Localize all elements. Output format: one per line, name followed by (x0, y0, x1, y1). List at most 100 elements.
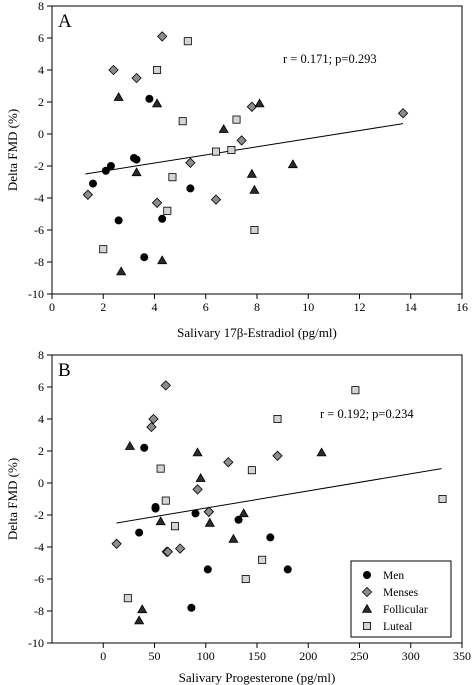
panel-a-point-follicular (254, 98, 265, 108)
panel-a-point-men (132, 155, 141, 164)
panel-a-point-men (89, 179, 98, 188)
panel-b-x-tick-label: 250 (351, 649, 369, 663)
panel-a-point-menses (246, 101, 258, 112)
panel-a-point-menses (185, 157, 196, 168)
panel-a-y-tick-label: 2 (38, 95, 44, 109)
panel-b-point-luteal (123, 594, 132, 603)
panel-a-x-tick-label: 4 (152, 300, 158, 314)
panel-b-point-follicular (192, 447, 203, 457)
panel-a-plot-area (51, 5, 463, 295)
panel-a-stat-annotation: r = 0.171; p=0.293 (283, 52, 377, 66)
panel-a-point-men (101, 166, 110, 175)
legend-label-menses: Menses (383, 587, 419, 599)
panel-b-progesterone: B r = 0.192; p=0.234 Salivary Progestero… (5, 348, 471, 685)
panel-a-y-tick-label: 0 (38, 127, 44, 141)
panel-b-series-follicular (124, 440, 327, 625)
panel-b-point-luteal (258, 555, 267, 564)
panel-a-point-follicular (249, 184, 260, 194)
panel-b-y-tick-label: 6 (38, 380, 44, 394)
panel-b-point-men (140, 443, 149, 452)
panel-a-point-menses (108, 64, 119, 76)
panel-b-point-luteal (161, 496, 170, 505)
panel-a-point-follicular (218, 123, 229, 133)
panel-a-point-follicular (287, 159, 298, 169)
panel-a-regression-line (85, 123, 404, 175)
legend-marker-follicular (361, 603, 373, 613)
panel-b-y-axis-label: Delta FMD (%) (5, 458, 20, 540)
panel-a-point-luteal (250, 225, 259, 234)
panel-a-point-menses (131, 72, 142, 84)
legend-label-follicular: Follicular (383, 604, 428, 616)
panel-a-point-menses (151, 197, 163, 208)
panel-a-x-tick-label: 8 (254, 300, 260, 314)
panel-a-point-men (145, 94, 154, 103)
panel-b-y-tick-label: -10 (28, 636, 44, 650)
panel-b-point-menses (160, 380, 171, 391)
panel-b-series-men (135, 443, 292, 612)
panel-b-y-tick-label: 2 (38, 444, 44, 458)
panel-b-y-tick-label: 8 (38, 348, 44, 362)
panel-a-series-men (89, 94, 195, 262)
legend-label-men: Men (383, 570, 404, 582)
panel-a-point-menses (210, 194, 222, 205)
panel-b-point-follicular (316, 447, 327, 457)
panel-b-point-men (234, 515, 243, 524)
panel-b-y-tick-label: -2 (34, 508, 44, 522)
panel-b-point-menses (146, 421, 157, 433)
panel-a-x-tick-label: 6 (203, 300, 209, 314)
panel-b-point-luteal (170, 522, 179, 531)
panel-b-point-follicular (137, 604, 148, 614)
panel-a-y-tick-label: 8 (38, 0, 44, 13)
panel-a-y-tick-label: -8 (34, 255, 44, 269)
panel-a-x-tick-label: 14 (405, 300, 417, 314)
legend-marker-luteal (362, 622, 371, 631)
panel-a-point-follicular (116, 266, 127, 276)
legend-marker-menses (361, 586, 373, 598)
panel-b-point-menses (162, 546, 173, 557)
panel-b-x-tick-label: 300 (402, 649, 420, 663)
panel-a-x-axis-label: Salivary 17β-Estradiol (pg/ml) (177, 325, 337, 340)
panel-a-x-tick-label: 2 (100, 300, 106, 314)
panel-a-point-follicular (131, 167, 142, 177)
panel-b-point-luteal (156, 464, 165, 473)
panel-a-letter: A (58, 11, 72, 32)
legend-items: Men Menses Follicular Luteal (361, 570, 428, 633)
panel-a-y-tick-label: 6 (38, 31, 44, 45)
panel-b-ticks: 0 50 100 150 200 250 300 350 -10 -8 -6 -4 -2 0 2 4 6 8 (28, 348, 471, 663)
panel-b-point-menses (223, 457, 234, 468)
panel-b-point-men (151, 504, 160, 513)
panel-a-y-tick-label: -2 (34, 159, 44, 173)
panel-a-point-luteal (178, 117, 187, 126)
panel-b-point-menses (203, 506, 214, 517)
panel-a-point-luteal (211, 147, 220, 156)
panel-a-x-tick-label: 12 (354, 300, 366, 314)
panel-b-marks (111, 380, 447, 625)
panel-a-point-luteal (163, 206, 172, 215)
panel-b-point-follicular (134, 615, 145, 625)
panel-a-series-follicular (113, 91, 298, 276)
panel-b-stat-annotation: r = 0.192; p=0.234 (320, 407, 414, 421)
panel-a-x-tick-label: 16 (456, 300, 468, 314)
panel-a-point-menses (397, 108, 409, 119)
panel-a-point-menses (236, 135, 247, 146)
panel-b-x-tick-label: 100 (197, 649, 215, 663)
panel-b-y-tick-label: -6 (34, 572, 44, 586)
panel-b-x-axis-label: Salivary Progesterone (pg/ml) (179, 670, 336, 685)
panel-b-point-follicular (155, 516, 166, 526)
panel-b-series-menses (111, 380, 283, 557)
panel-a-point-follicular (157, 255, 168, 265)
panel-a-point-menses (157, 31, 168, 42)
panel-b-x-tick-label: 350 (453, 649, 471, 663)
panel-a-y-tick-label: -10 (28, 287, 44, 301)
panel-a-y-tick-label: -6 (34, 223, 44, 237)
panel-b-point-follicular (228, 533, 239, 543)
panel-b-y-tick-label: 0 (38, 476, 44, 490)
panel-b-point-men (187, 603, 196, 612)
panel-b-y-tick-label: -4 (34, 540, 44, 554)
panel-a-x-tick-label: 0 (49, 300, 55, 314)
panel-b-point-menses (148, 413, 159, 425)
panel-b-point-men (203, 565, 212, 574)
legend-marker-men (362, 571, 371, 580)
panel-b-series-luteal (123, 386, 447, 603)
